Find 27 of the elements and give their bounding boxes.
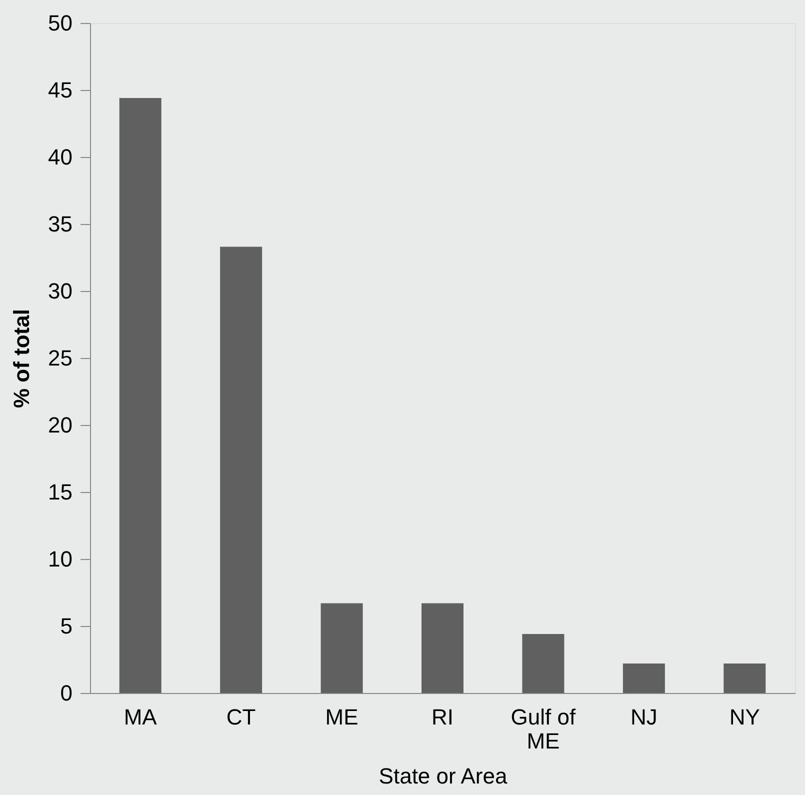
y-tick-label: 15 bbox=[48, 480, 72, 504]
x-tick-label: MA bbox=[124, 704, 158, 730]
y-tick-label: 20 bbox=[48, 412, 72, 438]
bar bbox=[522, 634, 564, 693]
x-tick-label: RI bbox=[432, 704, 454, 730]
x-tick-label: CT bbox=[226, 704, 256, 730]
y-tick-label: 25 bbox=[48, 346, 72, 370]
y-tick-label: 45 bbox=[48, 78, 72, 102]
y-tick-label: 30 bbox=[48, 278, 72, 304]
y-tick-label: 0 bbox=[60, 680, 72, 706]
y-tick-label: 40 bbox=[48, 144, 72, 170]
x-axis-title: State or Area bbox=[378, 764, 508, 788]
y-tick-label: 50 bbox=[48, 10, 72, 36]
x-tick-label: NY bbox=[729, 704, 760, 730]
x-tick-label: NJ bbox=[630, 704, 658, 730]
bar bbox=[724, 664, 766, 693]
bar bbox=[220, 246, 262, 693]
y-axis-title: % of total bbox=[9, 309, 34, 408]
bar bbox=[422, 603, 464, 693]
y-tick-label: 5 bbox=[60, 614, 72, 638]
bar bbox=[320, 603, 363, 693]
x-tick-label: Gulf of ME bbox=[510, 704, 577, 754]
x-tick-label: ME bbox=[325, 704, 358, 730]
bar bbox=[119, 98, 162, 693]
y-tick-label: 35 bbox=[48, 212, 72, 236]
bar bbox=[622, 664, 665, 693]
y-tick-label: 10 bbox=[48, 546, 72, 572]
